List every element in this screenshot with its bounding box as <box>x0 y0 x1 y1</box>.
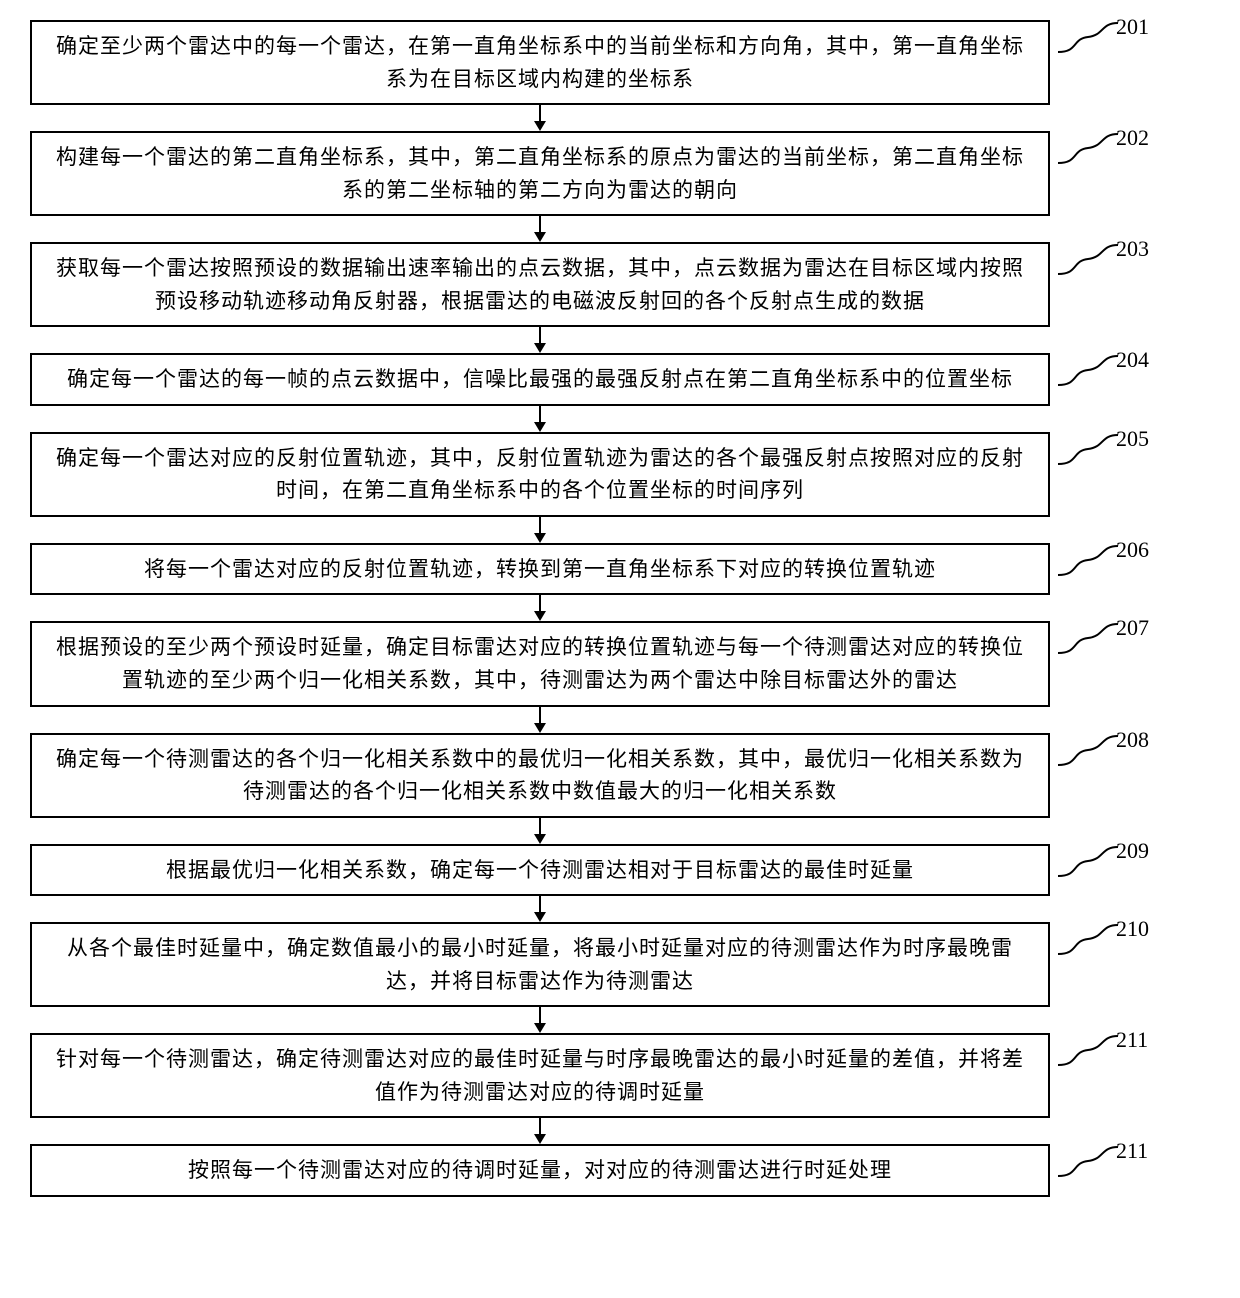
flow-step-box: 根据预设的至少两个预设时延量，确定目标雷达对应的转换位置轨迹与每一个待测雷达对应… <box>30 621 1050 706</box>
step-connector-curve <box>1056 922 1120 956</box>
flow-step-box: 确定至少两个雷达中的每一个雷达，在第一直角坐标系中的当前坐标和方向角，其中，第一… <box>30 20 1050 105</box>
flow-step-row: 针对每一个待测雷达，确定待测雷达对应的最佳时延量与时序最晚雷达的最小时延量的差值… <box>30 1033 1210 1118</box>
flow-step-box: 确定每一个雷达对应的反射位置轨迹，其中，反射位置轨迹为雷达的各个最强反射点按照对… <box>30 432 1050 517</box>
arrow-row <box>30 327 1210 353</box>
flow-step-row: 确定每一个雷达的每一帧的点云数据中，信噪比最强的最强反射点在第二直角坐标系中的位… <box>30 353 1210 406</box>
flow-arrow <box>530 896 550 922</box>
arrow-container <box>30 1118 1050 1144</box>
flow-arrow <box>530 1118 550 1144</box>
step-label-wrap: 201 <box>1056 20 1120 54</box>
step-label-wrap: 203 <box>1056 242 1120 276</box>
arrow-container <box>30 216 1050 242</box>
arrow-row <box>30 1007 1210 1033</box>
step-connector-curve <box>1056 1144 1120 1178</box>
flow-arrow <box>530 1007 550 1033</box>
arrow-container <box>30 105 1050 131</box>
step-connector-curve <box>1056 131 1120 165</box>
flow-step-row: 构建每一个雷达的第二直角坐标系，其中，第二直角坐标系的原点为雷达的当前坐标，第二… <box>30 131 1210 216</box>
step-label-wrap: 206 <box>1056 543 1120 577</box>
flow-step-row: 将每一个雷达对应的反射位置轨迹，转换到第一直角坐标系下对应的转换位置轨迹206 <box>30 543 1210 596</box>
flow-step-row: 获取每一个雷达按照预设的数据输出速率输出的点云数据，其中，点云数据为雷达在目标区… <box>30 242 1210 327</box>
flow-arrow <box>530 707 550 733</box>
arrow-container <box>30 707 1050 733</box>
step-label-wrap: 202 <box>1056 131 1120 165</box>
step-number-label: 203 <box>1116 236 1149 262</box>
flow-step-row: 根据最优归一化相关系数，确定每一个待测雷达相对于目标雷达的最佳时延量209 <box>30 844 1210 897</box>
step-label-wrap: 207 <box>1056 621 1120 655</box>
flow-step-row: 根据预设的至少两个预设时延量，确定目标雷达对应的转换位置轨迹与每一个待测雷达对应… <box>30 621 1210 706</box>
arrow-row <box>30 818 1210 844</box>
flow-arrow <box>530 327 550 353</box>
flow-step-box: 确定每一个雷达的每一帧的点云数据中，信噪比最强的最强反射点在第二直角坐标系中的位… <box>30 353 1050 406</box>
step-connector-curve <box>1056 733 1120 767</box>
step-number-label: 210 <box>1116 916 1149 942</box>
flow-arrow <box>530 595 550 621</box>
step-connector-curve <box>1056 242 1120 276</box>
step-number-label: 209 <box>1116 838 1149 864</box>
step-number-label: 205 <box>1116 426 1149 452</box>
step-number-label: 201 <box>1116 14 1149 40</box>
arrow-container <box>30 1007 1050 1033</box>
flow-step-box: 确定每一个待测雷达的各个归一化相关系数中的最优归一化相关系数，其中，最优归一化相… <box>30 733 1050 818</box>
step-number-label: 208 <box>1116 727 1149 753</box>
arrow-row <box>30 1118 1210 1144</box>
step-connector-curve <box>1056 1033 1120 1067</box>
step-label-wrap: 210 <box>1056 922 1120 956</box>
arrow-row <box>30 105 1210 131</box>
flow-arrow <box>530 406 550 432</box>
step-number-label: 204 <box>1116 347 1149 373</box>
step-number-label: 211 <box>1116 1027 1148 1053</box>
step-number-label: 206 <box>1116 537 1149 563</box>
flow-step-box: 将每一个雷达对应的反射位置轨迹，转换到第一直角坐标系下对应的转换位置轨迹 <box>30 543 1050 596</box>
flow-arrow <box>530 818 550 844</box>
arrow-container <box>30 406 1050 432</box>
step-connector-curve <box>1056 432 1120 466</box>
arrow-row <box>30 896 1210 922</box>
step-connector-curve <box>1056 20 1120 54</box>
flow-step-box: 从各个最佳时延量中，确定数值最小的最小时延量，将最小时延量对应的待测雷达作为时序… <box>30 922 1050 1007</box>
step-label-wrap: 211 <box>1056 1033 1120 1067</box>
step-label-wrap: 204 <box>1056 353 1120 387</box>
flow-step-row: 确定至少两个雷达中的每一个雷达，在第一直角坐标系中的当前坐标和方向角，其中，第一… <box>30 20 1210 105</box>
flow-step-box: 按照每一个待测雷达对应的待调时延量，对对应的待测雷达进行时延处理 <box>30 1144 1050 1197</box>
flow-step-box: 根据最优归一化相关系数，确定每一个待测雷达相对于目标雷达的最佳时延量 <box>30 844 1050 897</box>
step-connector-curve <box>1056 621 1120 655</box>
arrow-row <box>30 517 1210 543</box>
step-connector-curve <box>1056 353 1120 387</box>
flow-step-row: 按照每一个待测雷达对应的待调时延量，对对应的待测雷达进行时延处理211 <box>30 1144 1210 1197</box>
flow-arrow <box>530 517 550 543</box>
step-label-wrap: 208 <box>1056 733 1120 767</box>
step-connector-curve <box>1056 844 1120 878</box>
arrow-row <box>30 595 1210 621</box>
step-number-label: 207 <box>1116 615 1149 641</box>
arrow-container <box>30 818 1050 844</box>
step-number-label: 211 <box>1116 1138 1148 1164</box>
flow-step-box: 获取每一个雷达按照预设的数据输出速率输出的点云数据，其中，点云数据为雷达在目标区… <box>30 242 1050 327</box>
flow-step-row: 确定每一个雷达对应的反射位置轨迹，其中，反射位置轨迹为雷达的各个最强反射点按照对… <box>30 432 1210 517</box>
flow-step-box: 针对每一个待测雷达，确定待测雷达对应的最佳时延量与时序最晚雷达的最小时延量的差值… <box>30 1033 1050 1118</box>
arrow-row <box>30 216 1210 242</box>
arrow-container <box>30 896 1050 922</box>
step-label-wrap: 205 <box>1056 432 1120 466</box>
arrow-container <box>30 517 1050 543</box>
arrow-row <box>30 707 1210 733</box>
flowchart-container: 确定至少两个雷达中的每一个雷达，在第一直角坐标系中的当前坐标和方向角，其中，第一… <box>30 20 1210 1197</box>
step-label-wrap: 209 <box>1056 844 1120 878</box>
flow-arrow <box>530 216 550 242</box>
step-number-label: 202 <box>1116 125 1149 151</box>
step-connector-curve <box>1056 543 1120 577</box>
flow-step-row: 从各个最佳时延量中，确定数值最小的最小时延量，将最小时延量对应的待测雷达作为时序… <box>30 922 1210 1007</box>
arrow-container <box>30 595 1050 621</box>
arrow-row <box>30 406 1210 432</box>
arrow-container <box>30 327 1050 353</box>
flow-arrow <box>530 105 550 131</box>
step-label-wrap: 211 <box>1056 1144 1120 1178</box>
flow-step-row: 确定每一个待测雷达的各个归一化相关系数中的最优归一化相关系数，其中，最优归一化相… <box>30 733 1210 818</box>
flow-step-box: 构建每一个雷达的第二直角坐标系，其中，第二直角坐标系的原点为雷达的当前坐标，第二… <box>30 131 1050 216</box>
